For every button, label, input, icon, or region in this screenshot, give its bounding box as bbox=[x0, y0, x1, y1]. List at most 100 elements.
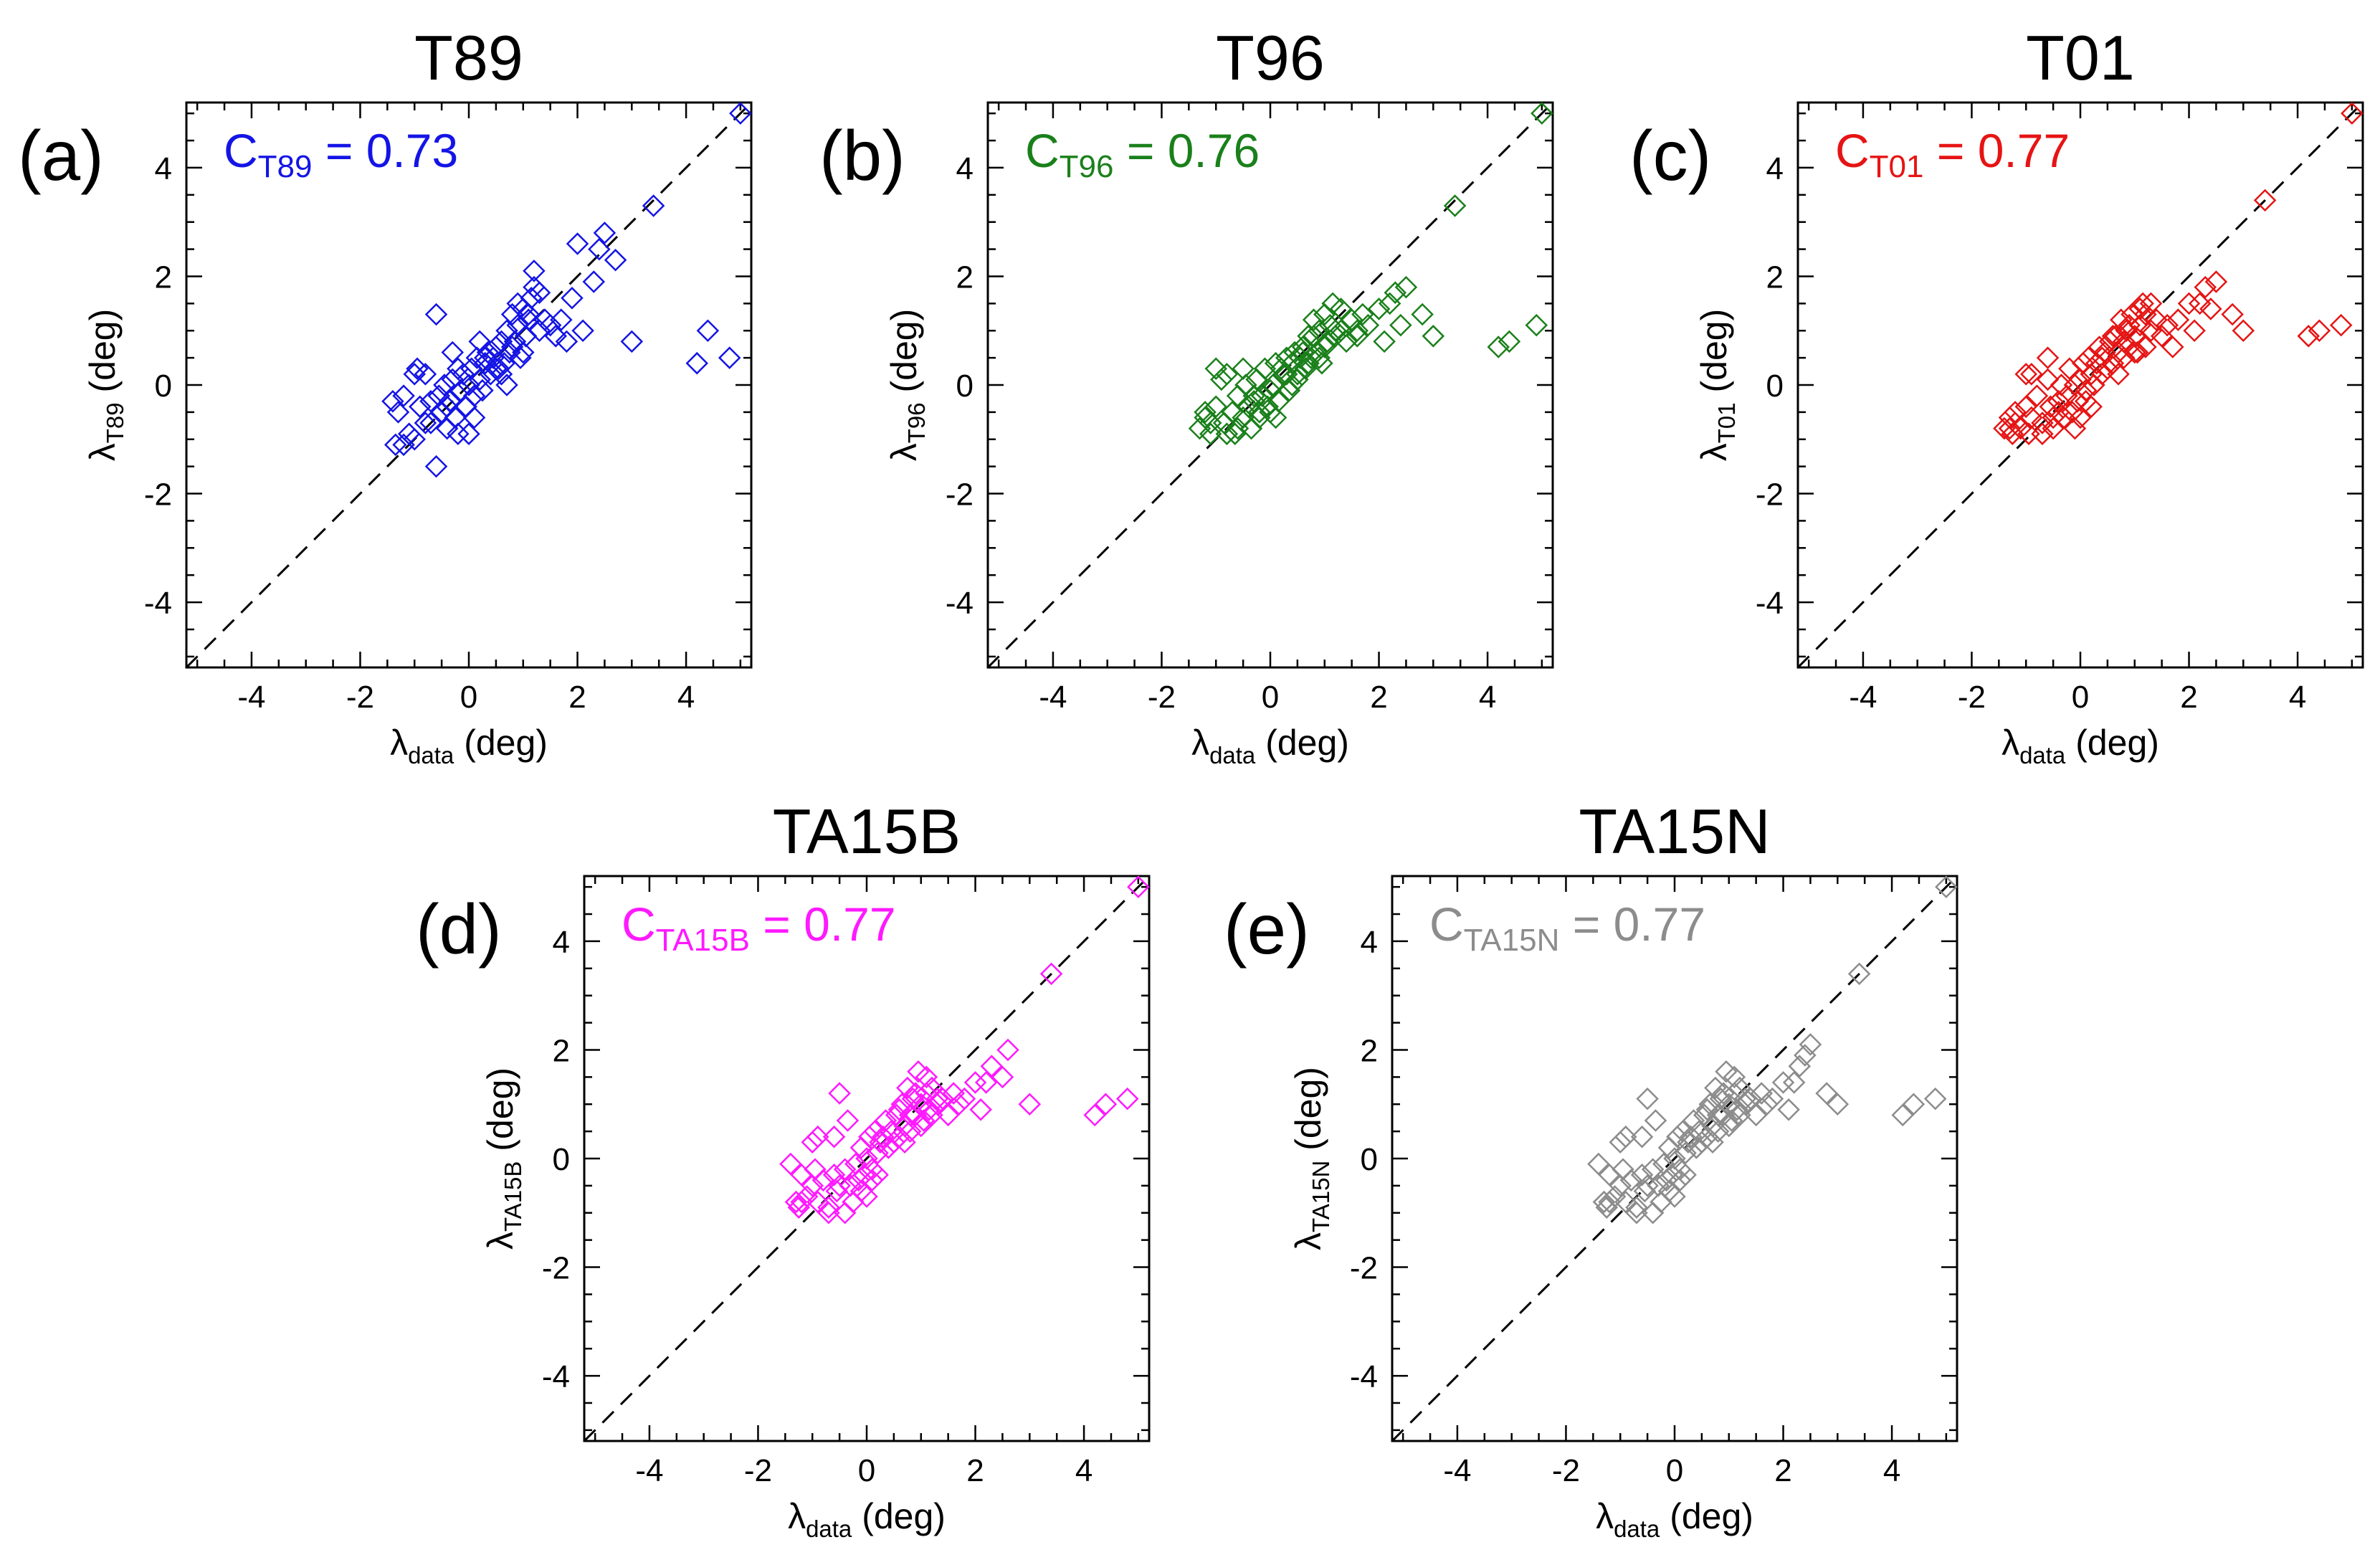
data-point bbox=[1127, 875, 1150, 898]
y-axis-unit: (deg) bbox=[1694, 309, 1734, 403]
data-point bbox=[1351, 303, 1374, 326]
data-point bbox=[855, 1185, 878, 1208]
correlation-symbol: C bbox=[224, 124, 258, 177]
data-point bbox=[2101, 325, 2125, 348]
data-point bbox=[457, 422, 480, 445]
data-point bbox=[898, 1120, 922, 1143]
x-tick-label: 4 bbox=[677, 680, 695, 715]
data-point bbox=[1411, 303, 1434, 326]
data-point bbox=[2074, 379, 2098, 402]
x-tick-label: 4 bbox=[1883, 1453, 1900, 1488]
data-point bbox=[1723, 1065, 1746, 1089]
data-point bbox=[804, 1158, 827, 1181]
data-point bbox=[1340, 308, 1363, 331]
x-tick-label: -4 bbox=[635, 1453, 663, 1488]
data-point bbox=[874, 1109, 898, 1132]
data-point bbox=[1308, 346, 1331, 369]
x-axis-unit: (deg) bbox=[2065, 723, 2159, 763]
data-point bbox=[409, 395, 432, 419]
data-point bbox=[1598, 1163, 1621, 1186]
data-point bbox=[2107, 363, 2130, 386]
data-point bbox=[462, 406, 486, 429]
panel-label: (b) bbox=[819, 116, 905, 195]
data-point bbox=[877, 1136, 900, 1159]
x-axis-label: λdata (deg) bbox=[2001, 723, 2159, 769]
correlation-value: = 0.77 bbox=[750, 898, 896, 951]
data-point bbox=[1847, 962, 1871, 986]
data-point bbox=[2194, 275, 2217, 299]
x-axis-unit: (deg) bbox=[1660, 1496, 1753, 1536]
data-point bbox=[811, 1169, 835, 1192]
data-point bbox=[386, 401, 410, 424]
x-tick-label: -4 bbox=[237, 680, 265, 715]
data-point bbox=[1592, 1190, 1616, 1214]
correlation-subscript: T01 bbox=[1870, 149, 1924, 184]
data-point bbox=[1378, 292, 1401, 315]
data-point bbox=[1587, 1152, 1610, 1176]
data-point bbox=[1777, 1098, 1800, 1121]
data-point bbox=[2156, 313, 2179, 337]
data-point bbox=[685, 351, 708, 375]
x-tick-label: 0 bbox=[2072, 680, 2089, 715]
data-point bbox=[1668, 1169, 1692, 1192]
correlation-subscript: TA15N bbox=[1464, 923, 1560, 958]
panel-label: (a) bbox=[18, 116, 104, 195]
data-point bbox=[969, 1098, 992, 1121]
y-tick-label: 4 bbox=[1361, 925, 1378, 960]
data-point bbox=[1204, 395, 1227, 419]
data-point bbox=[2025, 384, 2049, 407]
y-axis-label-group: λT96 (deg) bbox=[884, 309, 930, 462]
correlation-symbol: C bbox=[1835, 124, 1870, 177]
y-tick-label: 0 bbox=[1361, 1142, 1378, 1177]
data-point bbox=[550, 308, 573, 331]
data-point bbox=[942, 1082, 965, 1105]
data-point bbox=[1443, 194, 1467, 217]
y-axis-subscript: T96 bbox=[903, 402, 930, 443]
data-point bbox=[490, 363, 513, 386]
data-point bbox=[1679, 1125, 1703, 1148]
y-axis-subscript: TA15N bbox=[1308, 1161, 1334, 1232]
y-tick-label: -4 bbox=[1756, 586, 1784, 621]
x-axis-symbol: λ bbox=[1596, 1496, 1614, 1536]
x-tick-label: 2 bbox=[2180, 680, 2197, 715]
data-point bbox=[1674, 1141, 1697, 1165]
correlation-symbol: C bbox=[1429, 898, 1464, 951]
panel-title: TA15B bbox=[773, 796, 961, 867]
correlation-value: = 0.73 bbox=[313, 124, 459, 177]
correlation-value: = 0.76 bbox=[1114, 124, 1260, 177]
data-point bbox=[1750, 1082, 1773, 1105]
x-tick-label: -2 bbox=[346, 680, 374, 715]
data-point bbox=[2134, 336, 2157, 358]
data-point bbox=[963, 1071, 987, 1094]
data-point bbox=[473, 346, 497, 369]
data-point bbox=[2014, 363, 2037, 386]
y-tick-label: 2 bbox=[553, 1033, 570, 1068]
x-tick-label: 0 bbox=[460, 680, 477, 715]
y-axis-label-group: λTA15B (deg) bbox=[480, 1067, 526, 1250]
diagonal-line bbox=[986, 101, 1554, 669]
y-axis-label-group: λT01 (deg) bbox=[1694, 309, 1740, 462]
y-axis-label: λTA15B (deg) bbox=[480, 1067, 526, 1250]
data-point bbox=[1641, 1158, 1665, 1181]
data-point bbox=[866, 1141, 889, 1165]
data-point bbox=[2199, 298, 2222, 320]
y-tick-label: -4 bbox=[542, 1359, 570, 1394]
data-point bbox=[1935, 875, 1958, 898]
data-point bbox=[910, 1114, 933, 1138]
data-point bbox=[1598, 1190, 1621, 1214]
panel-title: T01 bbox=[2026, 22, 2135, 93]
data-point bbox=[544, 325, 567, 348]
data-point bbox=[593, 222, 617, 244]
y-tick-label: 4 bbox=[956, 151, 974, 186]
x-axis-unit: (deg) bbox=[454, 723, 548, 763]
data-point bbox=[801, 1131, 824, 1154]
data-point bbox=[1226, 417, 1250, 440]
y-tick-label: 0 bbox=[1766, 368, 1784, 404]
correlation-subscript: TA15B bbox=[656, 923, 750, 958]
data-point bbox=[1039, 962, 1063, 986]
data-point bbox=[419, 412, 442, 434]
data-point bbox=[1718, 1114, 1741, 1138]
x-axis-label: λdata (deg) bbox=[1191, 723, 1349, 769]
data-point bbox=[1695, 1098, 1719, 1121]
